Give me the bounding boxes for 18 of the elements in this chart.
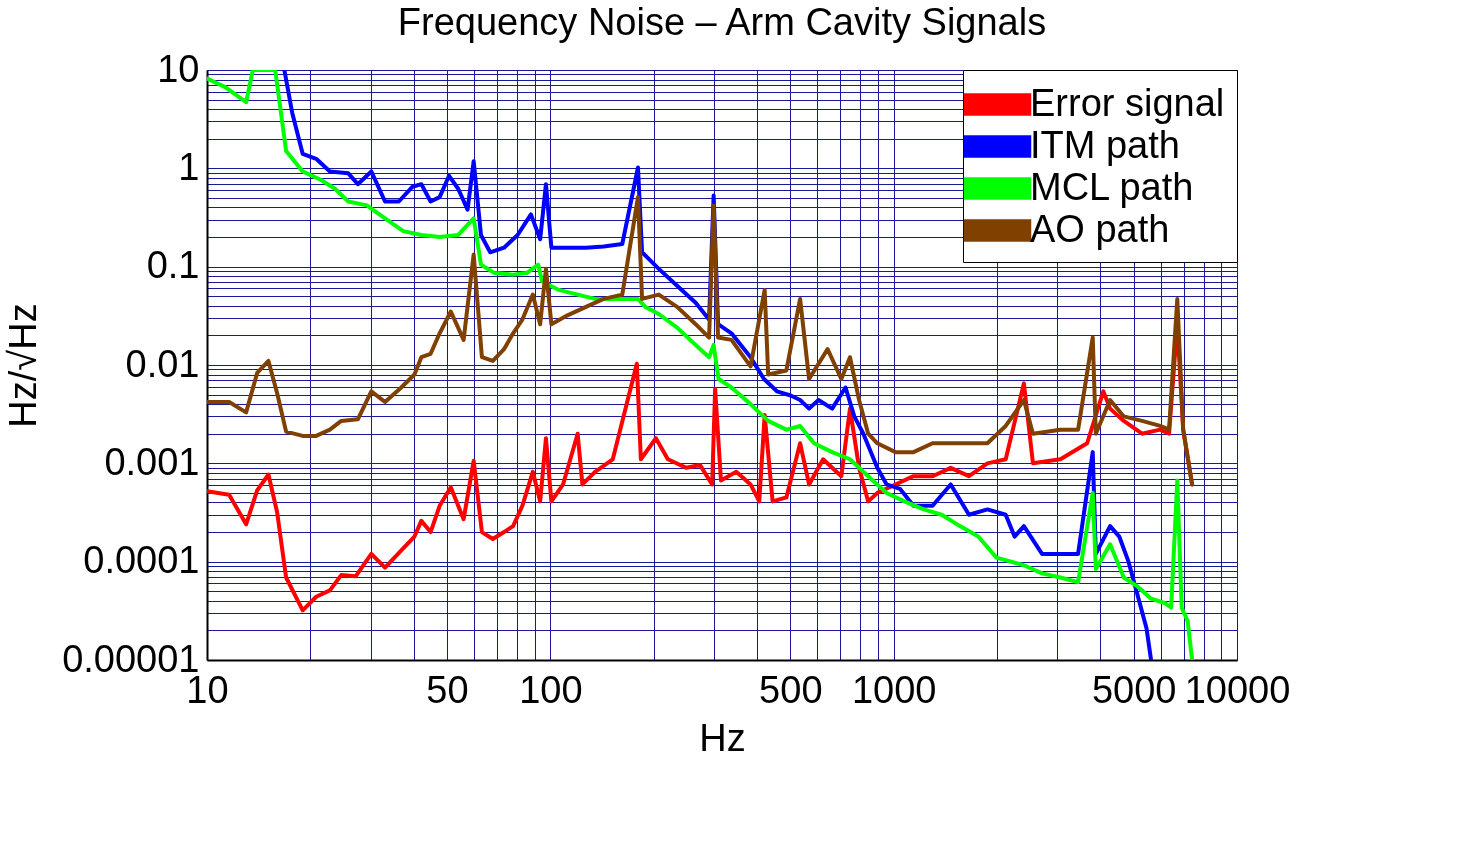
- x-tick-label: 5000: [1091, 668, 1177, 711]
- y-tick-label: 0.1: [146, 244, 200, 287]
- y-tick-label: 0.01: [125, 342, 200, 385]
- x-tick-label: 1000: [851, 668, 937, 711]
- legend-label: Error signal: [1030, 81, 1225, 124]
- y-tick-label: 0.001: [104, 440, 200, 483]
- y-tick-label: 1: [178, 145, 200, 188]
- legend-label: ITM path: [1030, 123, 1180, 166]
- legend-label: MCL path: [1030, 165, 1194, 208]
- y-tick-label: 0.0001: [83, 539, 200, 582]
- y-axis-title: Hz/√Hz: [2, 303, 45, 428]
- x-tick-label: 100: [519, 668, 583, 711]
- x-tick-label: 500: [759, 668, 823, 711]
- x-axis-title: Hz: [699, 716, 746, 759]
- x-tick-label: 50: [426, 668, 469, 711]
- y-tick-label: 10: [157, 47, 200, 90]
- x-tick-label: 10000: [1184, 668, 1291, 711]
- chart-title: Frequency Noise – Arm Cavity Signals: [397, 1, 1047, 43]
